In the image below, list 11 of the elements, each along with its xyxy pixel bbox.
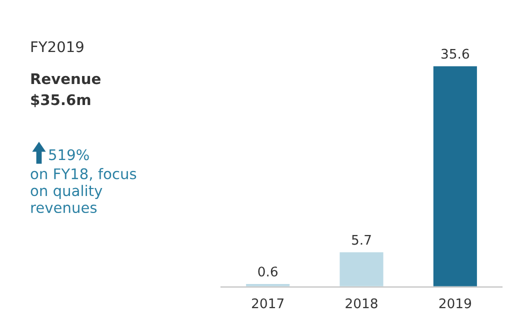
x-tick-label: 2019 (439, 298, 472, 308)
text: 519% (49, 149, 89, 160)
data-label: 5.7 (352, 235, 371, 245)
data-label: 35.6 (441, 48, 470, 59)
data-label: 0.6 (258, 266, 278, 277)
text: $35.6m (31, 94, 90, 108)
x-tick-label: 2018 (346, 298, 378, 308)
text: on FY18, focus on quality revenues (30, 168, 136, 214)
text: FY2019 (31, 41, 84, 52)
text: Revenue (31, 73, 100, 84)
x-tick-label: 2017 (252, 298, 284, 308)
